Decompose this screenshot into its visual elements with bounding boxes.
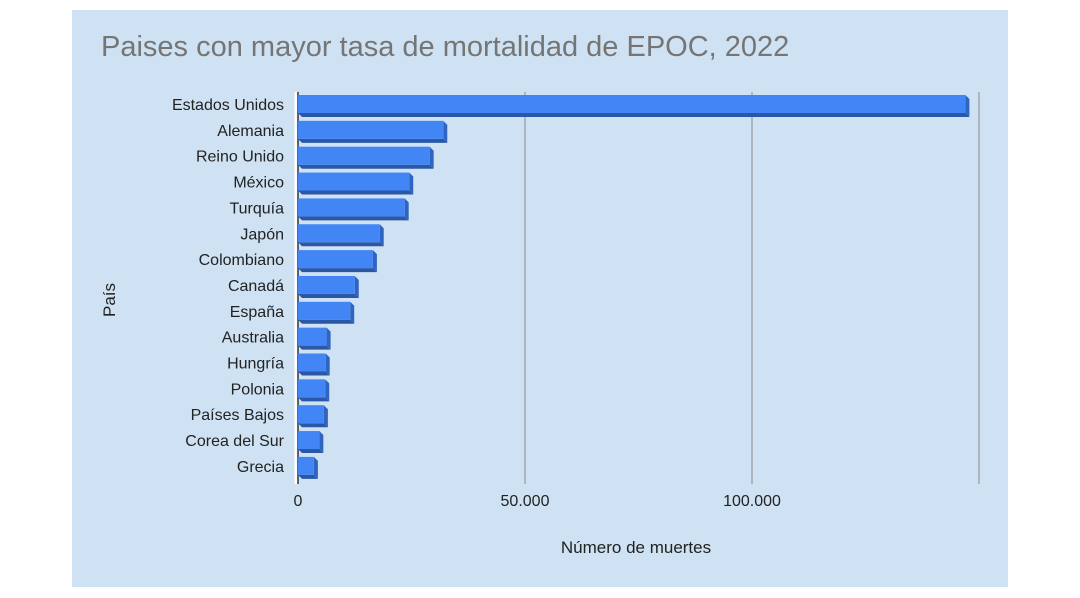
x-tick-label: 50.000: [501, 493, 550, 510]
bar: [298, 250, 373, 269]
bar-side: [354, 275, 359, 298]
bar-bottom: [298, 474, 318, 479]
y-tick-label: Polonia: [231, 381, 284, 398]
bar-side: [325, 353, 330, 376]
bar-side: [379, 224, 384, 247]
bar-side: [372, 250, 377, 273]
bar: [298, 120, 444, 139]
bar-side: [319, 431, 324, 454]
bar-bottom: [298, 268, 377, 273]
y-tick-label: Estados Unidos: [172, 97, 284, 114]
bar-bottom: [298, 242, 384, 247]
bar-side: [429, 146, 434, 169]
bar: [298, 146, 430, 165]
bar: [298, 379, 326, 398]
bar: [298, 198, 405, 217]
y-tick-label: Colombiano: [199, 252, 284, 269]
bar-bottom: [298, 138, 448, 143]
bar-side: [443, 120, 448, 143]
bar-bottom: [298, 113, 970, 117]
y-tick-label: Corea del Sur: [185, 433, 284, 450]
y-tick-label: Reino Unido: [196, 149, 284, 166]
bar-bottom: [298, 449, 324, 454]
bar-side: [313, 456, 318, 479]
x-axis-label: Número de muertes: [560, 538, 712, 557]
bar: [298, 456, 314, 475]
bar: [298, 353, 326, 372]
y-tick-label: Turquía: [229, 200, 284, 217]
y-tick-label: Japón: [240, 226, 284, 243]
y-tick-label: México: [233, 175, 284, 192]
bar: [298, 172, 410, 191]
bar-side: [325, 379, 330, 402]
y-tick-label: Australia: [222, 330, 284, 347]
bar-bottom: [298, 371, 330, 376]
chart-title: Paises con mayor tasa de mortalidad de E…: [101, 31, 790, 63]
bar-bottom: [298, 423, 328, 428]
bar-bottom: [298, 216, 409, 221]
bar-side: [965, 95, 970, 117]
y-tick-label: Países Bajos: [191, 407, 284, 424]
bar: [298, 275, 355, 294]
bar: [298, 431, 320, 450]
bar-bottom: [298, 319, 355, 324]
bar-side: [350, 301, 355, 324]
y-tick-label: Canadá: [228, 278, 284, 295]
y-tick-label: Grecia: [237, 459, 284, 476]
bar: [298, 301, 351, 320]
bar-side: [326, 327, 331, 350]
bar-side: [404, 198, 409, 221]
bar-bottom: [298, 345, 331, 350]
bar: [298, 327, 327, 346]
bar-bottom: [298, 397, 330, 402]
y-tick-label: España: [230, 304, 284, 321]
x-tick-label: 100.000: [723, 493, 781, 510]
bar: [298, 405, 324, 424]
bar-bottom: [298, 164, 434, 169]
y-tick-label: Hungría: [227, 356, 284, 373]
y-tick-label: Alemania: [217, 123, 284, 140]
x-tick-label: 0: [294, 493, 303, 510]
bar: [298, 95, 966, 113]
bar-side: [323, 405, 328, 428]
bar: [298, 224, 380, 243]
bar-bottom: [298, 293, 359, 298]
bar-bottom: [298, 190, 414, 195]
bar-side: [409, 172, 414, 195]
